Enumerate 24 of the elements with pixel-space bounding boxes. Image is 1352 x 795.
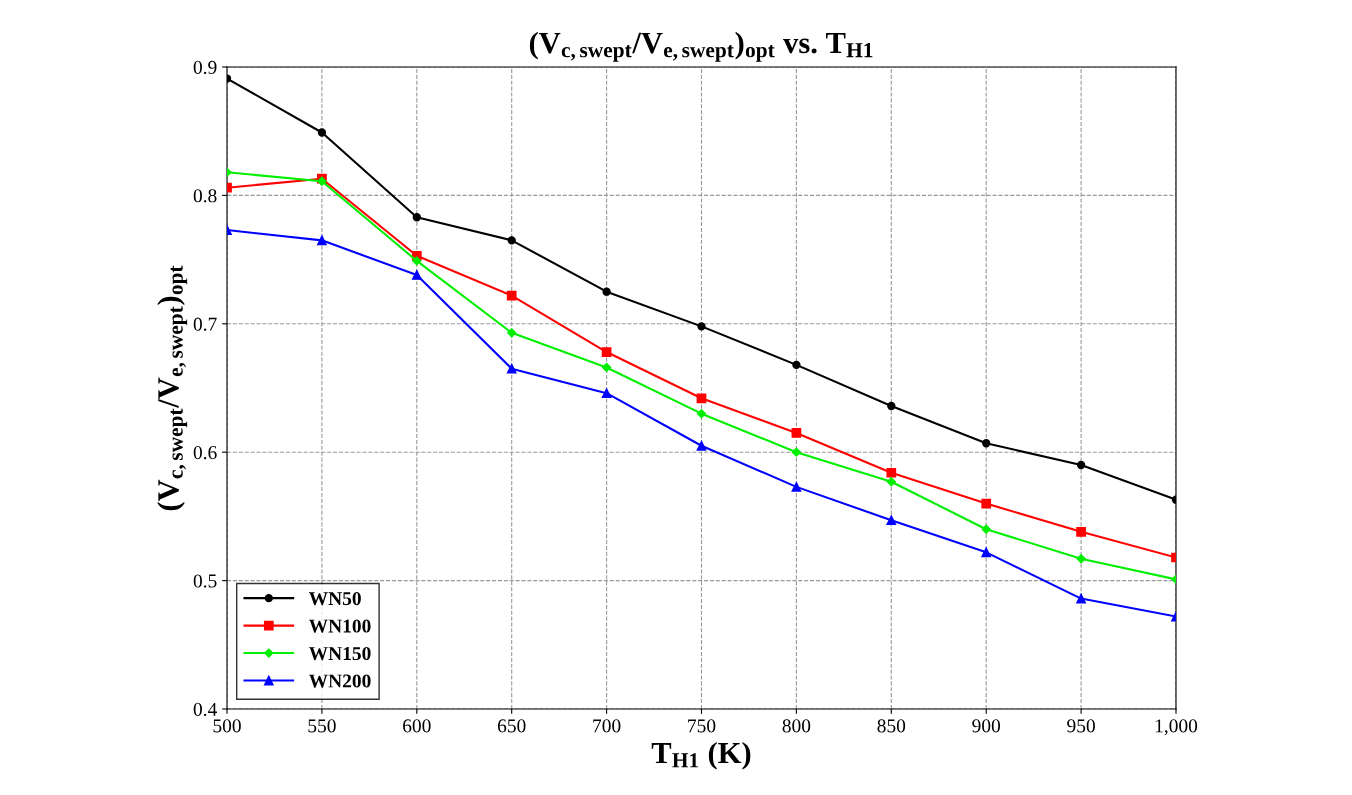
- x-tick-label: 900: [972, 719, 1001, 733]
- legend-label: WN50: [308, 592, 361, 606]
- y-tick-label: 0.5: [193, 574, 217, 588]
- y-tick-label: 0.4: [193, 702, 217, 717]
- x-tick-label: 800: [782, 719, 811, 733]
- x-tick-label: 850: [877, 719, 906, 733]
- legend-label: WN200: [308, 674, 371, 688]
- legend-label: WN100: [308, 619, 371, 633]
- x-tick-label: 600: [403, 719, 431, 733]
- y-tick-label: 0.8: [193, 189, 217, 203]
- x-tick-label: 500: [213, 719, 241, 733]
- x-tick-label: 1,000: [1155, 719, 1198, 736]
- x-axis-title: T$_{H1}$ (K): [651, 741, 751, 770]
- x-tick-label: 950: [1067, 719, 1095, 733]
- chart-title: (V$_{c,swept}$/V$_{e,swept}$)$_{opt}$ vs. T$_{H1}$: [529, 31, 873, 62]
- x-tick-label: 550: [308, 719, 336, 733]
- x-tick-label: 700: [593, 719, 621, 733]
- x-tick-label: 750: [688, 719, 716, 733]
- y-tick-label: 0.9: [193, 60, 217, 75]
- y-axis-title: (V$_{c,swept}$/V$_{e,swept}$)$_{opt}$: [157, 265, 188, 511]
- legend-label: WN150: [308, 646, 371, 661]
- x-tick-label: 650: [497, 719, 526, 733]
- y-tick-label: 0.6: [193, 446, 217, 460]
- y-tick-label: 0.7: [193, 317, 217, 331]
